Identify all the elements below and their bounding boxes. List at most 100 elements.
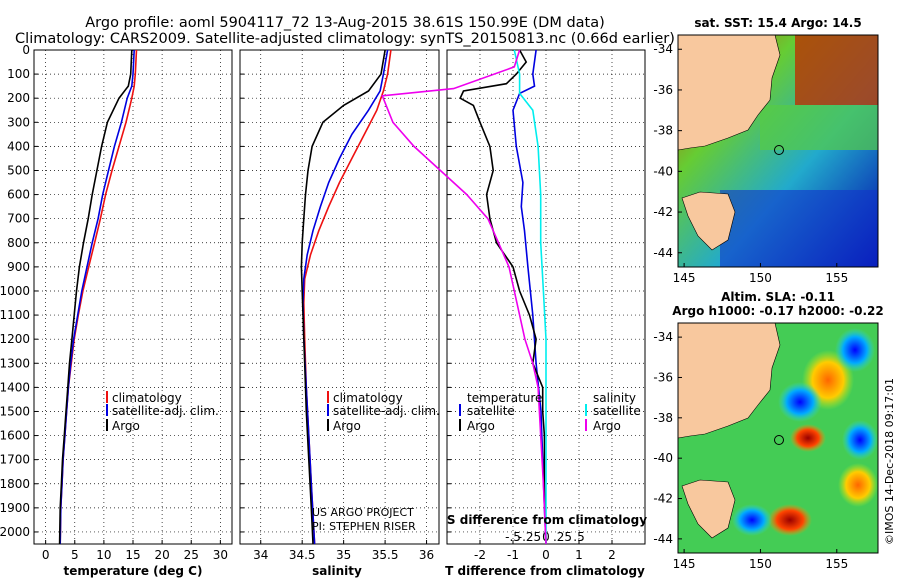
t-difference-axis-label: T difference from climatology (445, 564, 645, 578)
salinity-tick-labels: 34 34.5 35 35.5 36 (253, 540, 434, 562)
depth-tick-label: 1900 (0, 501, 30, 515)
depth-tick-label: 1300 (0, 356, 30, 370)
sla-eddy-red-south (768, 504, 812, 536)
series-line-salinity-satellite (513, 49, 547, 544)
sst-map-title: sat. SST: 15.4 Argo: 14.5 (694, 16, 861, 30)
series-line-satellite-adj-clim- (59, 49, 135, 545)
depth-tick-labels: 0 100 200 300 400 500 600 700 800 900 1000 1100 1200… (0, 43, 30, 539)
difference-panel: -2 -1 0 1 2 -.5-.25 0.25.5 S difference from … (381, 49, 647, 578)
credit-line-2: PI: STEPHEN RISER (312, 520, 416, 533)
sst-land-tasmania (681, 191, 736, 251)
sla-eddy-orange-south (838, 463, 878, 507)
depth-tick-label: 200 (7, 91, 30, 105)
legend-mark-argo (106, 419, 108, 431)
salinity-grid (240, 49, 439, 544)
legend-temperature-header: temperature (467, 391, 542, 405)
s-difference-axis-label: S difference from climatology (447, 513, 647, 527)
sla-land-tasmania (681, 479, 736, 539)
map-y-tick-label: -44 (653, 532, 673, 546)
map-y-tick-label: -34 (653, 42, 673, 56)
depth-tick-label: 600 (7, 188, 30, 202)
legend-label-argo: Argo (333, 419, 361, 433)
sst-map-frame (677, 34, 879, 268)
legend-mark-t-satellite (459, 404, 461, 416)
map-x-tick-label: 145 (673, 271, 696, 285)
temperature-panel: 0100200300400500600700800900100011001200… (0, 43, 233, 578)
x-tick-label: 1 (575, 548, 583, 562)
temperature-grid (34, 49, 232, 544)
map-x-tick-label: 155 (825, 557, 848, 571)
legend-label-argo: Argo (112, 419, 140, 433)
legend-mark-s-satellite (585, 404, 587, 416)
sla-map-title-line-1: Altim. SLA: -0.11 (721, 290, 835, 304)
sla-eddy-blue-ne (835, 328, 875, 372)
map-y-tick-label: -42 (653, 205, 673, 219)
legend-label-satellite: satellite-adj. clim. (112, 404, 219, 418)
depth-tick-label: 0 (22, 43, 30, 57)
salinity-plot-frame (239, 49, 440, 545)
temperature-tick-labels: 0 5 10 15 20 25 30 (42, 540, 228, 562)
temperature-series (58, 49, 138, 545)
legend-mark-satellite (327, 404, 329, 416)
depth-tick-label: 2000 (0, 525, 30, 539)
x-tick-label: 25 (184, 548, 199, 562)
legend-salinity-header: salinity (593, 391, 636, 405)
legend-mark-climatology (106, 391, 108, 403)
figure-title-line-2: Climatology: CARS2009. Satellite-adjuste… (15, 31, 675, 47)
sla-eddy-blue-sw (732, 504, 772, 536)
x-tick-label: 36 (419, 548, 434, 562)
map-y-tick-label: -36 (653, 370, 673, 384)
legend-mark-climatology (327, 391, 329, 403)
legend-mark-satellite (106, 404, 108, 416)
series-line-argo (58, 49, 133, 545)
legend-mark-argo (327, 419, 329, 431)
sla-eddy-red-center (790, 424, 826, 452)
x2-tick-label: .25 (553, 530, 572, 544)
temperature-axis-label: temperature (deg C) (64, 564, 203, 578)
series-line-satellite-adj-clim- (302, 49, 389, 545)
x2-tick-label: .5 (573, 530, 584, 544)
x-tick-label: 35 (336, 548, 351, 562)
series-line-climatology (302, 49, 392, 545)
series-line-temperature-satellite (512, 49, 547, 545)
x-tick-label: 0 (542, 548, 550, 562)
t-difference-tick-labels: -2 -1 0 1 2 (474, 540, 616, 562)
depth-tick-label: 300 (7, 115, 30, 129)
sla-eddy-blue-mid (778, 382, 822, 422)
x-tick-label: 5 (71, 548, 79, 562)
map-x-tick-label: 150 (749, 557, 772, 571)
map-y-tick-label: -44 (653, 246, 673, 260)
sla-map: Altim. SLA: -0.11 Argo h1000: -0.17 h200… (653, 290, 883, 571)
depth-tick-label: 100 (7, 67, 30, 81)
sst-map: sat. SST: 15.4 Argo: 14.5 145 150 155 -34 -3… (653, 16, 879, 285)
x-tick-label: 0 (42, 548, 50, 562)
depth-tick-label: 1000 (0, 284, 30, 298)
x-tick-label: 10 (96, 548, 111, 562)
legend-label-s-argo: Argo (593, 419, 621, 433)
map-y-tick-label: -34 (653, 330, 673, 344)
sst-warm-patch (795, 35, 878, 105)
series-line-temperature-argo (459, 49, 547, 545)
sst-land-australia (677, 34, 781, 151)
sst-cool-patch (720, 190, 878, 267)
x-tick-label: 2 (608, 548, 616, 562)
x-tick-label: 35.5 (372, 548, 399, 562)
x-tick-label: 30 (213, 548, 228, 562)
map-x-tick-label: 145 (673, 557, 696, 571)
x2-tick-label: -.5 (505, 530, 521, 544)
legend-label-s-satellite: satellite (593, 404, 641, 418)
salinity-series (300, 49, 392, 545)
map-y-tick-label: -40 (653, 451, 673, 465)
map-y-tick-label: -38 (653, 411, 673, 425)
depth-tick-label: 500 (7, 163, 30, 177)
legend-label-t-argo: Argo (467, 419, 495, 433)
timestamp: ©IMOS 14-Dec-2018 09:17:01 (883, 378, 896, 545)
sla-eddy-blue-east (842, 420, 878, 460)
legend-label-t-satellite: satellite (467, 404, 515, 418)
sla-land-australia (677, 322, 781, 439)
map-y-tick-label: -42 (653, 492, 673, 506)
temperature-legend: climatology satellite-adj. clim. Argo (106, 391, 219, 433)
figure-title-line-1: Argo profile: aoml 5904117_72 13-Aug-201… (85, 15, 605, 31)
map-y-tick-label: -40 (653, 164, 673, 178)
